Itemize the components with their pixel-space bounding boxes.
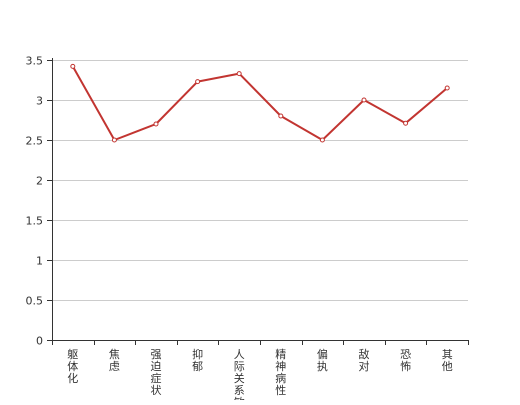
x-tick-label: 精神病性 <box>275 348 286 397</box>
data-point <box>70 63 76 69</box>
series-line <box>71 65 448 141</box>
data-point <box>403 120 409 126</box>
x-tick-label: 强迫症状 <box>151 348 162 397</box>
x-tick-label: 抑郁 <box>192 347 203 373</box>
y-tick-label: 2.5 <box>26 135 44 148</box>
grid-lines <box>52 60 468 301</box>
x-tick-label: 其他 <box>442 348 453 373</box>
y-tick-label: 1 <box>36 255 43 268</box>
data-point <box>278 113 284 119</box>
data-point <box>361 97 367 103</box>
y-tick-label: 2 <box>36 175 43 188</box>
x-axis: 躯体化 焦虑 强迫症状 抑郁 人际关系敏感 精神病性 偏执 敌对 恐怖 其他 <box>52 340 469 405</box>
y-tick-label: 0 <box>36 335 43 348</box>
data-point <box>319 137 325 143</box>
data-point <box>111 137 117 143</box>
y-tick-label: 3 <box>36 95 43 108</box>
series-layer <box>70 63 450 143</box>
data-point <box>195 79 201 85</box>
x-tick-label: 敌对 <box>359 347 370 373</box>
x-tick-label: 人际关系敏感 <box>234 348 245 400</box>
x-tick-label: 躯体化 <box>67 348 78 385</box>
y-axis: 0 0.5 1 1.5 2 2.5 3 3.5 <box>26 55 53 348</box>
y-tick-label: 3.5 <box>26 55 44 68</box>
y-tick-label: 1.5 <box>26 215 44 228</box>
x-tick-label: 焦虑 <box>109 348 120 373</box>
y-tick-label: 0.5 <box>26 295 44 308</box>
data-point <box>444 85 450 91</box>
x-tick-label: 恐怖 <box>400 348 411 373</box>
x-tick-label: 偏执 <box>317 347 328 373</box>
data-point <box>236 71 242 77</box>
data-point <box>153 121 159 127</box>
